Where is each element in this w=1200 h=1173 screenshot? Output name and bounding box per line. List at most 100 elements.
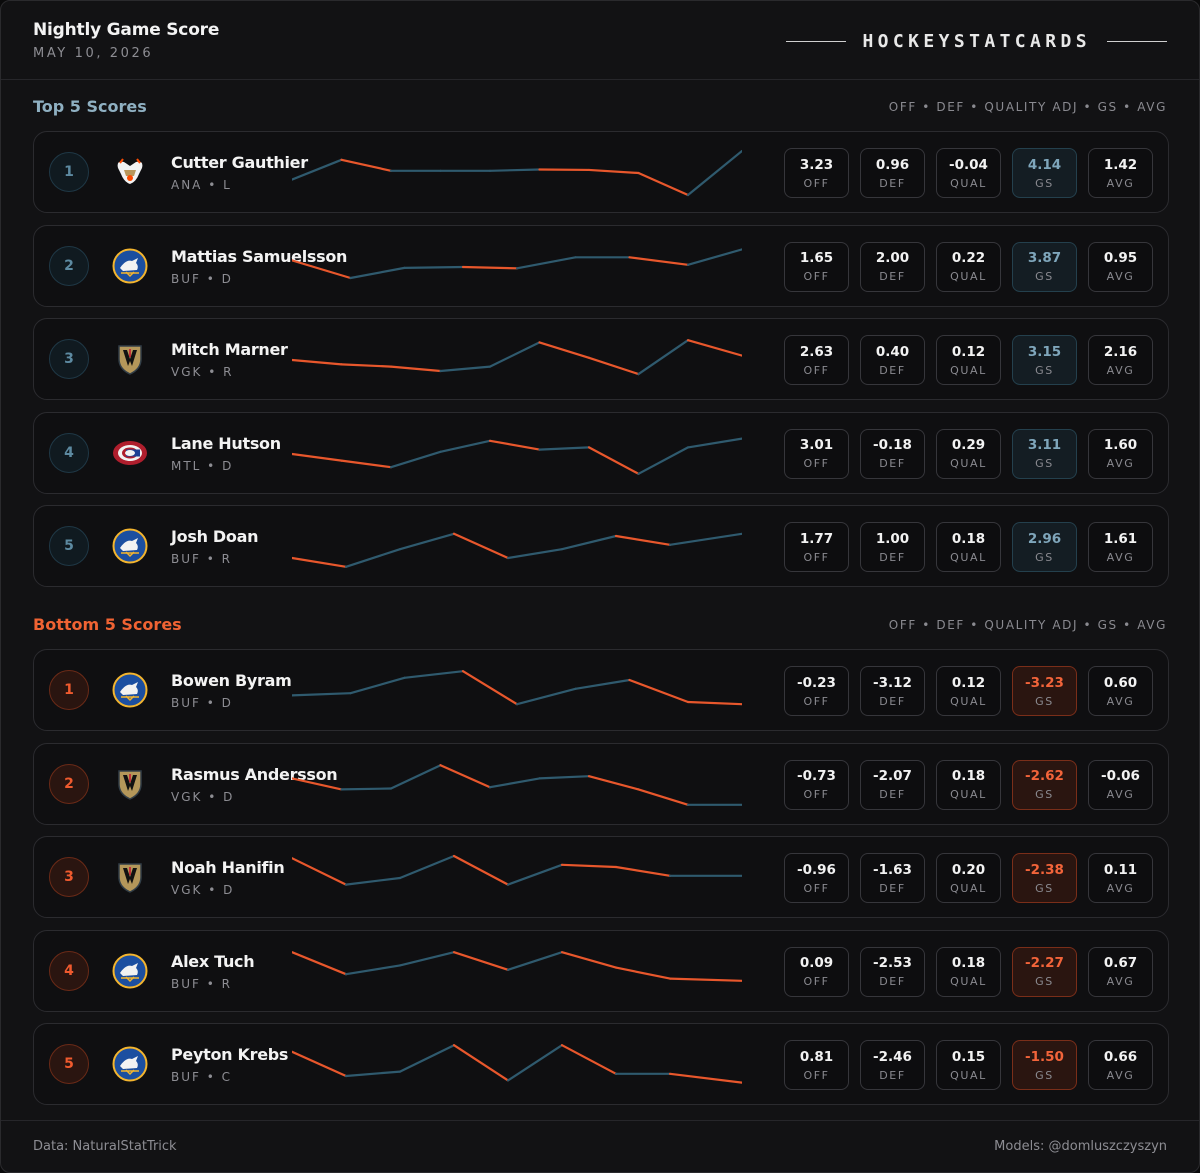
sparkline-segment [403, 670, 465, 679]
qual-label: QUAL [950, 550, 987, 564]
sparkline-segment [668, 1072, 742, 1084]
off-value: 3.23 [799, 156, 834, 173]
off-value: -0.73 [797, 768, 836, 784]
qual-label: QUAL [950, 694, 987, 708]
avg-stat: 0.66 AVG [1088, 1040, 1153, 1090]
avg-value: 1.61 [1103, 530, 1138, 547]
gs-stat: 4.14 GS [1012, 148, 1077, 198]
player-row[interactable]: 3 Mitch Marner VGK • R 2.63 OFF 0.40 DEF 0… [33, 318, 1169, 400]
qual-label: QUAL [950, 363, 987, 377]
off-value: 2.63 [799, 343, 834, 360]
sparkline-segment [560, 863, 618, 869]
sparkline-segment [344, 963, 402, 975]
off-label: OFF [803, 457, 830, 470]
player-name: Alex Tuch [171, 951, 255, 971]
avg-stat: 0.11 AVG [1088, 853, 1153, 903]
off-value: 1.65 [799, 250, 834, 266]
off-label: OFF [803, 270, 830, 283]
off-value: 1.77 [799, 530, 834, 547]
player-row[interactable]: 4 Alex Tuch BUF • R 0.09 OFF -2.53 DEF 0.1… [33, 929, 1169, 1012]
def-value: -0.18 [873, 437, 912, 453]
gs-label: GS [1035, 1068, 1054, 1082]
player-row[interactable]: 2 Mattias Samuelsson BUF • D 1.65 OFF 2.0… [33, 224, 1169, 307]
sparkline-segment [686, 437, 742, 448]
player-row[interactable]: 1 Bowen Byram BUF • D -0.23 OFF -3.12 DEF … [33, 649, 1169, 731]
off-stat: -0.23 OFF [784, 666, 849, 716]
rank-badge: 5 [49, 526, 89, 566]
game-score-trend-sparkline [292, 532, 742, 568]
player-row[interactable]: 5 Josh Doan BUF • R 1.77 OFF 1.00 DEF 0.18… [33, 505, 1169, 587]
sparkline-segment [686, 247, 742, 266]
game-score-trend-sparkline [292, 1044, 742, 1084]
stat-boxes: 3.23 OFF 0.96 DEF -0.04 QUAL 4.14 GS 1.42 AVG [784, 148, 1153, 198]
def-value: -2.53 [873, 955, 912, 971]
def-value: -1.63 [873, 861, 912, 878]
off-stat: 1.77 OFF [784, 522, 849, 572]
qual-stat: 0.29 QUAL [936, 428, 1001, 479]
gs-stat: -2.27 GS [1012, 946, 1077, 997]
avg-label: AVG [1106, 363, 1135, 377]
gs-stat: 3.11 GS [1012, 428, 1077, 479]
buf-logo-icon [112, 248, 148, 284]
player-row[interactable]: 5 Peyton Krebs BUF • C 0.81 OFF -2.46 DEF … [33, 1023, 1169, 1105]
qual-label: QUAL [950, 881, 987, 895]
sparkline-segment [340, 458, 393, 468]
rank-badge: 1 [49, 670, 89, 710]
brand: HOCKEYSTATCARDS [786, 31, 1167, 52]
header: Nightly Game Score MAY 10, 2026 HOCKEYST… [1, 1, 1199, 80]
qual-value: 0.22 [951, 250, 986, 266]
qual-stat: 0.18 QUAL [936, 759, 1001, 810]
off-label: OFF [803, 550, 830, 564]
model-credit: Models: @domluszczyszyn [994, 1139, 1167, 1154]
bottom-section-header: Bottom 5 Scores OFF • DEF • QUALITY ADJ … [33, 615, 1167, 639]
sparkline-segment [349, 676, 406, 695]
sparkline-segment [574, 678, 631, 690]
sparkline-segment [686, 149, 742, 197]
player-row[interactable]: 2 Rasmus Andersson VGK • D -0.73 OFF -2.0… [33, 742, 1169, 825]
sparkline-segment [344, 876, 402, 886]
sparkline-segment [340, 158, 393, 172]
sparkline-segment [560, 534, 618, 551]
gs-label: GS [1035, 694, 1054, 708]
player-row[interactable]: 4 Lane Hutson MTL • D 3.01 OFF -0.18 DEF 0… [33, 411, 1169, 494]
sparkline-segment [488, 776, 541, 788]
avg-value: 1.60 [1103, 437, 1138, 453]
gs-value: -2.27 [1025, 955, 1064, 971]
gs-stat: 3.87 GS [1012, 241, 1077, 292]
sparkline-segment [292, 950, 348, 975]
def-value: -2.46 [873, 1048, 912, 1065]
off-label: OFF [803, 1068, 830, 1082]
off-label: OFF [803, 975, 830, 988]
avg-label: AVG [1106, 457, 1135, 470]
off-value: 0.09 [799, 955, 834, 971]
off-label: OFF [803, 176, 830, 190]
sparkline-segment [292, 776, 343, 790]
sparkline-segment [340, 363, 393, 368]
qual-stat: 0.18 QUAL [936, 946, 1001, 997]
stat-boxes: 1.77 OFF 1.00 DEF 0.18 QUAL 2.96 GS 1.61 AVG [784, 522, 1153, 572]
vgk-logo-icon [112, 766, 148, 802]
def-label: DEF [879, 457, 906, 470]
sparkline-segment [538, 445, 591, 451]
sparkline-segment [461, 265, 519, 269]
sparkline-segment [515, 255, 577, 269]
sparkline-segment [340, 786, 393, 790]
gs-value: -2.62 [1025, 768, 1064, 784]
qual-label: QUAL [950, 1068, 987, 1082]
def-label: DEF [879, 788, 906, 801]
player-row[interactable]: 1 Cutter Gauthier ANA • L 3.23 OFF 0.96 DE… [33, 131, 1169, 213]
gs-value: 2.96 [1027, 530, 1062, 547]
bottom-section-title: Bottom 5 Scores [33, 615, 182, 634]
def-label: DEF [879, 176, 906, 190]
avg-label: AVG [1106, 270, 1135, 283]
sparkline-segment [292, 258, 352, 279]
off-stat: 3.01 OFF [784, 428, 849, 479]
qual-label: QUAL [950, 788, 987, 801]
def-stat: -2.53 DEF [860, 946, 925, 997]
gs-label: GS [1035, 788, 1054, 801]
player-row[interactable]: 3 Noah Hanifin VGK • D -0.96 OFF -1.63 DEF… [33, 836, 1169, 918]
off-value: -0.23 [797, 674, 836, 691]
sparkline-segment [439, 439, 492, 453]
top-section-title: Top 5 Scores [33, 97, 147, 116]
sparkline-segment [506, 1044, 564, 1082]
